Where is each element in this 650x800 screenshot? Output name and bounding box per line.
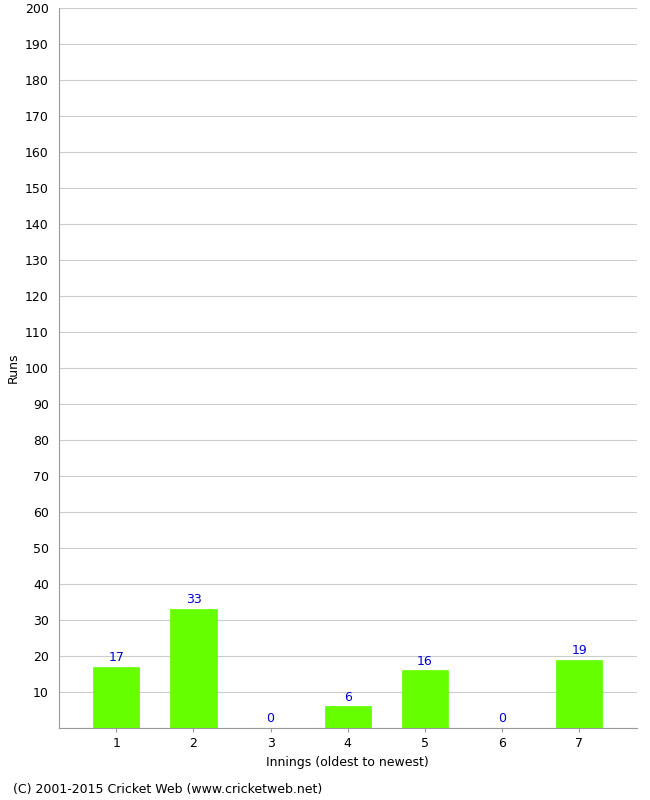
- Text: 0: 0: [266, 712, 274, 725]
- Text: 19: 19: [571, 644, 587, 657]
- X-axis label: Innings (oldest to newest): Innings (oldest to newest): [266, 755, 429, 769]
- Text: 17: 17: [109, 651, 124, 664]
- Bar: [93, 667, 140, 728]
- Bar: [170, 610, 216, 728]
- Bar: [324, 706, 371, 728]
- Text: 33: 33: [186, 594, 202, 606]
- Y-axis label: Runs: Runs: [6, 353, 20, 383]
- Text: 0: 0: [498, 712, 506, 725]
- Text: 16: 16: [417, 654, 433, 667]
- Bar: [402, 670, 448, 728]
- Bar: [556, 659, 603, 728]
- Text: (C) 2001-2015 Cricket Web (www.cricketweb.net): (C) 2001-2015 Cricket Web (www.cricketwe…: [13, 783, 322, 796]
- Text: 6: 6: [344, 690, 352, 703]
